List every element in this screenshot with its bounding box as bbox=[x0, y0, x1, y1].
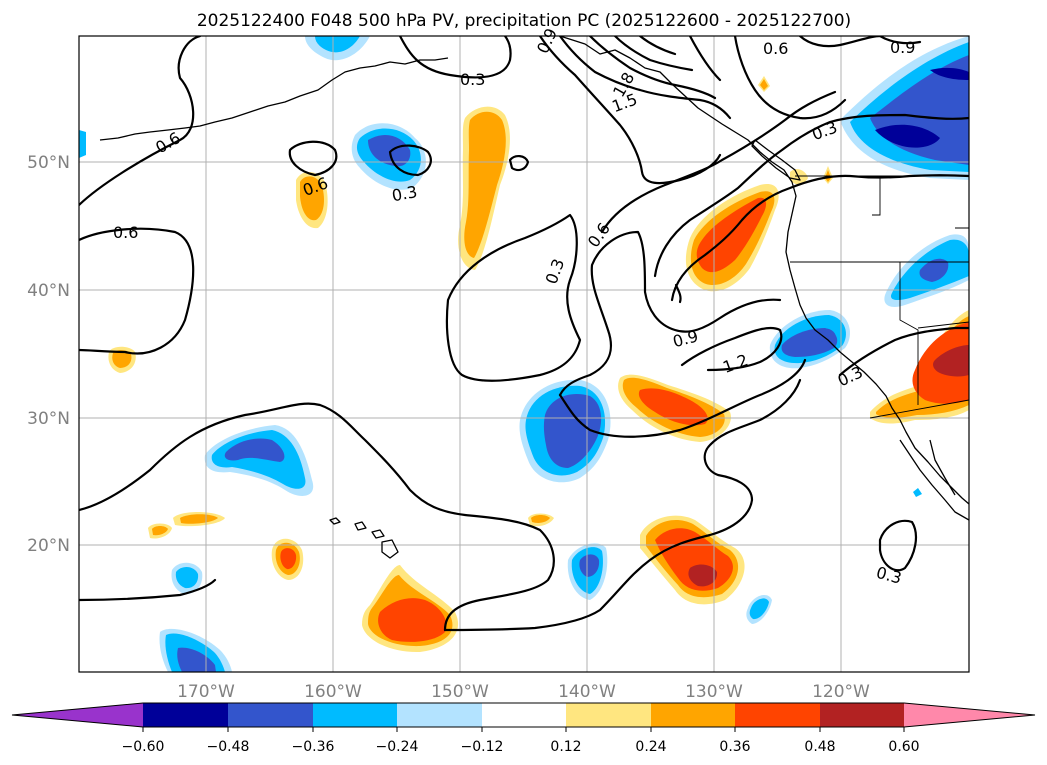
contour-label: 0.6 bbox=[113, 223, 138, 242]
lon-tick-label: 120°W bbox=[812, 682, 870, 702]
lat-tick-label: 40°N bbox=[27, 281, 70, 301]
lat-tick-label: 20°N bbox=[27, 536, 70, 556]
colorbar-max-extension bbox=[904, 703, 1035, 727]
colorbar-tick-label: −0.48 bbox=[207, 739, 250, 755]
colorbar: −0.60 −0.48 −0.36 −0.24 −0.12 0.12 0.24 … bbox=[11, 702, 1036, 755]
colorbar-bin bbox=[143, 703, 228, 727]
contour-label: 0.9 bbox=[890, 38, 915, 57]
lat-tick-label: 50°N bbox=[27, 153, 70, 173]
latitude-axis: 50°N 40°N 30°N 20°N bbox=[27, 153, 70, 556]
colorbar-bin bbox=[228, 703, 313, 727]
lat-tick-label: 30°N bbox=[27, 409, 70, 429]
colorbar-bin bbox=[397, 703, 482, 727]
colorbar-tick-label: 0.36 bbox=[719, 739, 750, 755]
colorbar-bin bbox=[482, 703, 566, 727]
map-frame bbox=[78, 35, 970, 673]
colorbar-tick-label: −0.60 bbox=[122, 739, 165, 755]
colorbar-bin bbox=[735, 703, 820, 727]
colorbar-bin bbox=[651, 703, 735, 727]
contour-label: 0.3 bbox=[390, 182, 418, 205]
colorbar-tick-label: −0.24 bbox=[376, 739, 419, 755]
lon-tick-label: 150°W bbox=[431, 682, 489, 702]
colorbar-tick-label: 0.12 bbox=[550, 739, 581, 755]
map-title: 2025122400 F048 500 hPa PV, precipitatio… bbox=[197, 11, 851, 31]
colorbar-tick-label: 0.60 bbox=[888, 739, 919, 755]
graticule bbox=[79, 36, 969, 672]
lon-tick-label: 140°W bbox=[558, 682, 616, 702]
colorbar-bin bbox=[313, 703, 397, 727]
colorbar-tick-label: 0.24 bbox=[635, 739, 666, 755]
colorbar-tick-label: −0.36 bbox=[292, 739, 335, 755]
map-panel: 0.3 0.6 0.6 0.6 0.3 0.3 0.6 0.9 1.2 0.3 … bbox=[78, 25, 970, 673]
precip-fills bbox=[79, 36, 969, 672]
lon-tick-label: 170°W bbox=[177, 682, 235, 702]
colorbar-bin bbox=[566, 703, 651, 727]
colorbar-bin bbox=[820, 703, 904, 727]
colorbar-tick-label: 0.48 bbox=[804, 739, 835, 755]
colorbar-min-extension bbox=[12, 703, 143, 727]
lon-tick-label: 130°W bbox=[685, 682, 743, 702]
longitude-axis: 170°W 160°W 150°W 140°W 130°W 120°W bbox=[177, 682, 870, 702]
colorbar-tick-label: −0.12 bbox=[461, 739, 504, 755]
lon-tick-label: 160°W bbox=[304, 682, 362, 702]
pv-contours bbox=[79, 36, 969, 632]
colorbar-ticks bbox=[142, 727, 905, 732]
coastlines bbox=[99, 36, 969, 559]
contour-label: 0.6 bbox=[763, 39, 788, 58]
contour-label: 0.3 bbox=[460, 70, 485, 89]
